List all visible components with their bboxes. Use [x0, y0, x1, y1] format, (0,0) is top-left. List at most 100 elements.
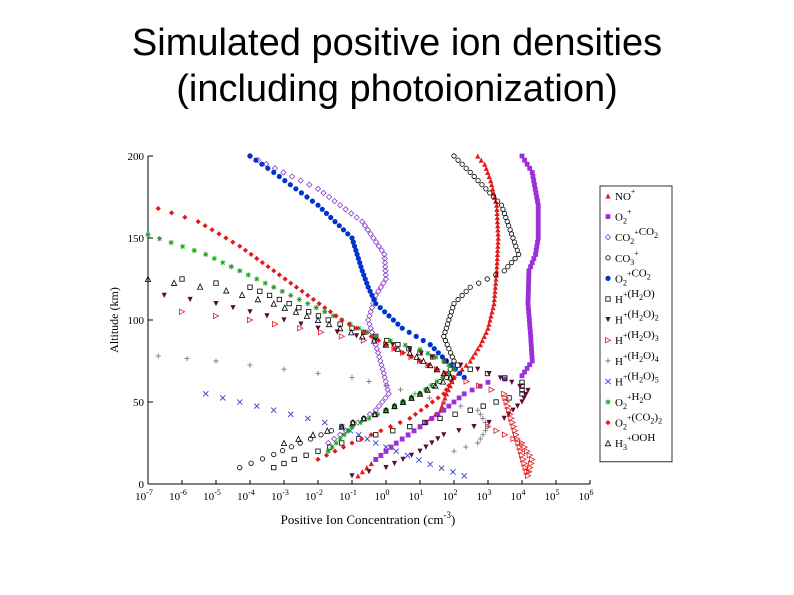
data-point [182, 214, 188, 220]
data-point [494, 202, 500, 208]
data-point [505, 406, 513, 414]
data-point [523, 391, 529, 397]
data-point [530, 174, 536, 179]
data-point [375, 288, 382, 295]
data-point [486, 419, 492, 426]
data-point [374, 411, 381, 417]
data-point [521, 395, 527, 401]
data-point [288, 280, 294, 286]
data-point [508, 415, 515, 422]
data-point [526, 272, 532, 278]
data-point [521, 460, 528, 467]
data-point [237, 268, 243, 274]
data-point [461, 472, 468, 479]
data-point [525, 387, 531, 394]
data-point [400, 399, 406, 405]
data-point [406, 329, 412, 335]
data-point [446, 403, 452, 409]
data-point [488, 386, 496, 393]
data-point [493, 399, 499, 405]
data-point [495, 231, 501, 237]
data-point [381, 309, 388, 315]
data-point [408, 452, 415, 458]
data-point [272, 320, 279, 328]
x-axis-label: Positive Ion Concentration (cm-3) [281, 510, 456, 527]
data-point [323, 210, 330, 216]
data-point [519, 153, 525, 159]
data-point [475, 366, 481, 372]
x-tick-label: 106 [579, 488, 594, 503]
data-point [429, 440, 435, 446]
data-point [467, 284, 473, 290]
data-point [527, 165, 533, 171]
data-point [359, 469, 366, 475]
data-point [495, 227, 501, 233]
data-point [393, 448, 400, 455]
data-point [529, 350, 535, 356]
data-point [440, 374, 446, 380]
legend-marker [605, 275, 611, 281]
data-point [254, 255, 260, 262]
x-tick-label: 104 [511, 488, 526, 503]
slide-title-line-1: Simulated positive ion densities [131, 22, 663, 64]
data-point [529, 456, 536, 463]
data-point [495, 243, 501, 249]
data-point [461, 391, 467, 397]
data-point [361, 222, 369, 229]
data-point [355, 431, 362, 438]
data-point [341, 432, 347, 438]
data-point [365, 316, 372, 324]
series-3 [237, 153, 522, 471]
data-point [378, 428, 384, 434]
data-point [380, 279, 387, 287]
data-point [319, 206, 325, 212]
data-point [202, 390, 209, 397]
data-point [519, 452, 526, 459]
data-point [237, 243, 243, 249]
data-point [368, 333, 374, 339]
data-point [315, 325, 321, 331]
data-point [336, 324, 344, 332]
data-point [271, 169, 277, 175]
data-point [519, 373, 525, 379]
data-point [366, 415, 372, 421]
data-point [336, 223, 342, 229]
data-point [498, 202, 505, 208]
data-point [187, 296, 193, 303]
data-point [407, 415, 413, 421]
data-point [439, 378, 447, 385]
data-point [528, 460, 535, 467]
data-point [397, 419, 403, 426]
data-point [288, 173, 296, 180]
data-point [477, 342, 484, 348]
data-point [338, 333, 346, 340]
data-point [492, 292, 498, 298]
data-point [376, 337, 382, 344]
legend-marker [605, 420, 611, 426]
data-point [480, 415, 486, 421]
data-point [223, 235, 229, 241]
data-point [368, 304, 376, 311]
data-point [376, 353, 383, 361]
data-point [525, 288, 531, 294]
data-point [245, 272, 251, 278]
data-point [247, 284, 253, 290]
legend-label: O2+(CO2)2 [615, 412, 662, 432]
data-point [367, 230, 374, 238]
data-point [373, 301, 379, 307]
data-point [445, 370, 451, 376]
data-point [202, 223, 208, 229]
data-point [483, 329, 489, 335]
data-point [475, 178, 481, 184]
data-point [184, 355, 190, 362]
data-point [535, 223, 541, 229]
data-point [408, 394, 415, 401]
data-point [456, 428, 462, 434]
series-12 [144, 275, 454, 447]
data-point [480, 432, 486, 438]
data-point [467, 366, 473, 372]
data-point [322, 305, 328, 311]
data-point [315, 370, 321, 376]
data-point [528, 342, 534, 347]
data-point [533, 247, 539, 253]
